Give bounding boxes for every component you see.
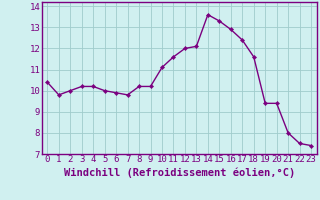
X-axis label: Windchill (Refroidissement éolien,°C): Windchill (Refroidissement éolien,°C) [64, 167, 295, 178]
